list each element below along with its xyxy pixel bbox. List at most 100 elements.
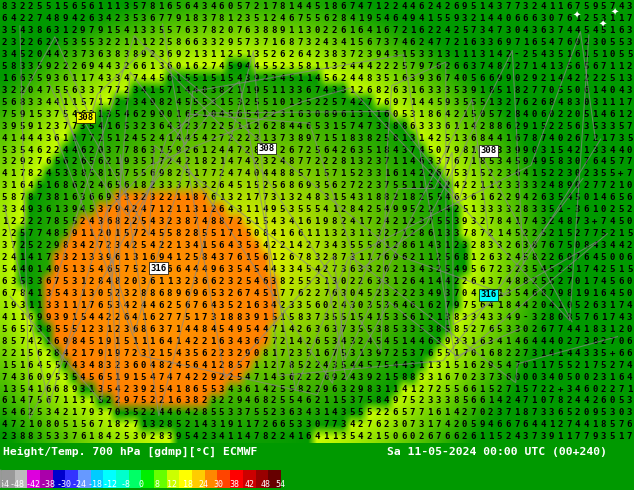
Text: 0: 0: [462, 372, 467, 382]
Text: 3: 3: [202, 50, 207, 59]
Text: 2: 2: [488, 408, 493, 417]
Text: 1: 1: [176, 205, 181, 214]
Text: 6: 6: [106, 265, 112, 274]
Text: 6: 6: [410, 277, 415, 286]
Text: 1: 1: [271, 38, 276, 47]
Text: 4: 4: [71, 110, 77, 119]
Text: 1: 1: [358, 217, 363, 226]
Text: 2: 2: [123, 86, 129, 95]
Text: 4: 4: [323, 205, 328, 214]
Text: 3: 3: [115, 241, 120, 250]
Text: 9: 9: [63, 337, 68, 346]
Text: 5: 5: [106, 289, 112, 298]
Text: 5: 5: [184, 432, 190, 441]
Text: 2: 2: [514, 205, 519, 214]
Text: 3: 3: [505, 146, 511, 154]
Text: 6: 6: [297, 110, 302, 119]
Text: 2: 2: [228, 289, 233, 298]
Text: 2: 2: [358, 98, 363, 107]
Text: 3: 3: [54, 122, 59, 131]
Text: 5: 5: [63, 38, 68, 47]
Text: 2: 2: [184, 122, 190, 131]
Text: 3: 3: [488, 313, 493, 322]
Text: 5: 5: [306, 265, 311, 274]
Text: 9: 9: [366, 372, 372, 382]
Text: 1: 1: [97, 2, 103, 11]
Text: 3: 3: [89, 289, 94, 298]
Text: 2: 2: [123, 217, 129, 226]
Text: 2: 2: [89, 277, 94, 286]
Text: 1: 1: [115, 2, 120, 11]
Text: 3: 3: [522, 265, 528, 274]
Text: 2: 2: [219, 38, 224, 47]
Text: 3: 3: [601, 122, 606, 131]
Text: 5: 5: [193, 253, 198, 262]
Text: 3: 3: [609, 408, 615, 417]
Text: 2: 2: [601, 385, 606, 393]
Text: 6: 6: [332, 181, 337, 191]
Text: 0: 0: [557, 372, 563, 382]
Text: 9: 9: [97, 26, 103, 35]
Text: 3: 3: [297, 301, 302, 310]
Text: 7: 7: [80, 408, 85, 417]
Text: 2: 2: [123, 420, 129, 429]
Text: 5: 5: [618, 217, 624, 226]
Text: 7: 7: [228, 253, 233, 262]
Text: 5: 5: [210, 408, 216, 417]
Text: 4: 4: [496, 14, 502, 23]
Text: 4: 4: [444, 205, 450, 214]
Text: 4: 4: [566, 74, 571, 83]
Text: 9: 9: [141, 385, 146, 393]
Text: 5: 5: [444, 265, 450, 274]
Text: 7: 7: [575, 2, 580, 11]
Text: 4: 4: [618, 146, 624, 154]
Text: 7: 7: [254, 194, 259, 202]
Text: 7: 7: [531, 432, 537, 441]
Text: 7: 7: [349, 50, 354, 59]
Text: 5: 5: [167, 349, 172, 358]
Text: 3: 3: [549, 50, 554, 59]
Text: 2: 2: [141, 229, 146, 238]
Text: 4: 4: [210, 253, 216, 262]
Text: 3: 3: [375, 181, 380, 191]
Text: 9: 9: [19, 157, 25, 167]
Text: 2: 2: [314, 361, 320, 369]
Text: 1: 1: [488, 396, 493, 405]
Text: 5: 5: [566, 372, 571, 382]
Text: 8: 8: [332, 50, 337, 59]
Text: 3: 3: [176, 217, 181, 226]
Text: 7: 7: [557, 14, 563, 23]
Text: 3: 3: [2, 205, 7, 214]
Text: 5: 5: [54, 289, 59, 298]
Text: 4: 4: [549, 372, 554, 382]
Text: 1: 1: [488, 432, 493, 441]
Text: 1: 1: [488, 98, 493, 107]
Text: 9: 9: [254, 86, 259, 95]
Text: 3: 3: [123, 408, 129, 417]
Text: 2: 2: [557, 110, 563, 119]
Text: 7: 7: [375, 98, 380, 107]
Text: 1: 1: [28, 110, 33, 119]
Text: 1: 1: [505, 134, 511, 143]
Text: 1: 1: [453, 122, 458, 131]
Text: 7: 7: [10, 289, 16, 298]
Text: 1: 1: [202, 205, 207, 214]
Text: 8: 8: [418, 229, 424, 238]
Text: 4: 4: [601, 277, 606, 286]
Text: 0: 0: [601, 38, 606, 47]
Text: 6: 6: [505, 420, 511, 429]
Text: 7: 7: [583, 313, 589, 322]
Text: 5: 5: [184, 313, 190, 322]
Text: 3: 3: [531, 205, 537, 214]
Text: 7: 7: [592, 229, 597, 238]
Text: 9: 9: [592, 2, 597, 11]
Text: 5: 5: [132, 170, 138, 178]
Text: 7: 7: [549, 396, 554, 405]
Text: 1: 1: [375, 110, 380, 119]
Text: 7: 7: [427, 217, 432, 226]
Text: 1: 1: [106, 170, 112, 178]
Text: 4: 4: [10, 265, 16, 274]
Text: 8: 8: [54, 14, 59, 23]
Text: 4: 4: [349, 372, 354, 382]
Text: 6: 6: [132, 110, 138, 119]
